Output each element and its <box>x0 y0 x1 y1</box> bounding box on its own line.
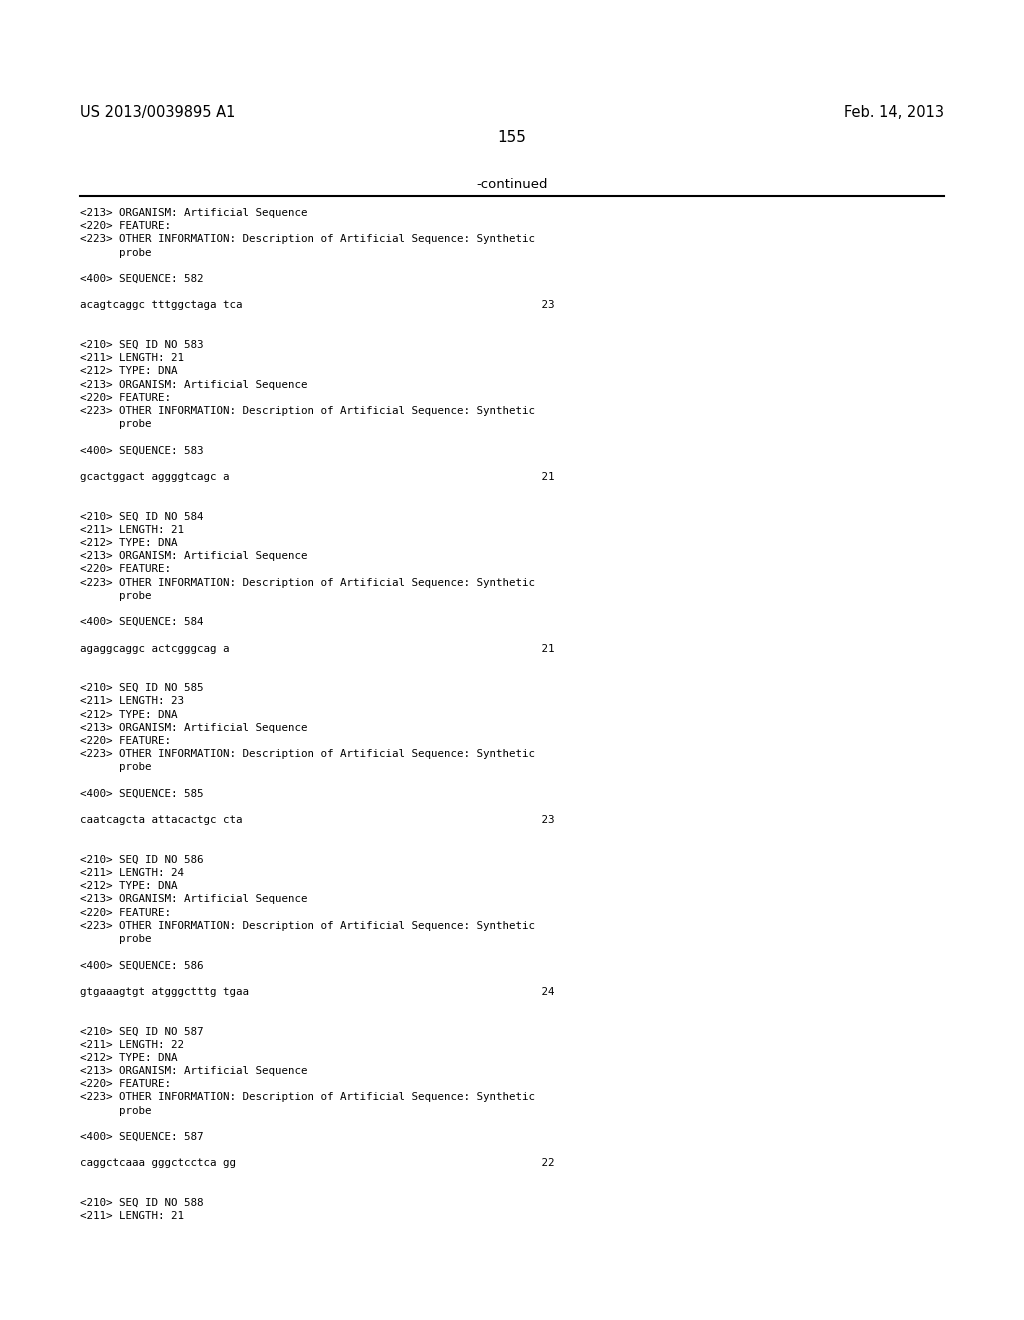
Text: probe: probe <box>80 935 152 944</box>
Text: <211> LENGTH: 21: <211> LENGTH: 21 <box>80 525 184 535</box>
Text: gcactggact aggggtcagc a                                                21: gcactggact aggggtcagc a 21 <box>80 473 555 482</box>
Text: <400> SEQUENCE: 585: <400> SEQUENCE: 585 <box>80 789 204 799</box>
Text: <220> FEATURE:: <220> FEATURE: <box>80 1080 171 1089</box>
Text: <223> OTHER INFORMATION: Description of Artificial Sequence: Synthetic: <223> OTHER INFORMATION: Description of … <box>80 578 535 587</box>
Text: <400> SEQUENCE: 586: <400> SEQUENCE: 586 <box>80 961 204 970</box>
Text: <223> OTHER INFORMATION: Description of Artificial Sequence: Synthetic: <223> OTHER INFORMATION: Description of … <box>80 235 535 244</box>
Text: US 2013/0039895 A1: US 2013/0039895 A1 <box>80 106 236 120</box>
Text: <220> FEATURE:: <220> FEATURE: <box>80 565 171 574</box>
Text: <213> ORGANISM: Artificial Sequence: <213> ORGANISM: Artificial Sequence <box>80 723 307 733</box>
Text: gtgaaagtgt atgggctttg tgaa                                             24: gtgaaagtgt atgggctttg tgaa 24 <box>80 987 555 997</box>
Text: <213> ORGANISM: Artificial Sequence: <213> ORGANISM: Artificial Sequence <box>80 552 307 561</box>
Text: <212> TYPE: DNA: <212> TYPE: DNA <box>80 882 177 891</box>
Text: <211> LENGTH: 24: <211> LENGTH: 24 <box>80 869 184 878</box>
Text: <223> OTHER INFORMATION: Description of Artificial Sequence: Synthetic: <223> OTHER INFORMATION: Description of … <box>80 1093 535 1102</box>
Text: <210> SEQ ID NO 587: <210> SEQ ID NO 587 <box>80 1027 204 1036</box>
Text: <400> SEQUENCE: 587: <400> SEQUENCE: 587 <box>80 1133 204 1142</box>
Text: <213> ORGANISM: Artificial Sequence: <213> ORGANISM: Artificial Sequence <box>80 209 307 218</box>
Text: probe: probe <box>80 248 152 257</box>
Text: Feb. 14, 2013: Feb. 14, 2013 <box>844 106 944 120</box>
Text: <220> FEATURE:: <220> FEATURE: <box>80 908 171 917</box>
Text: <223> OTHER INFORMATION: Description of Artificial Sequence: Synthetic: <223> OTHER INFORMATION: Description of … <box>80 407 535 416</box>
Text: <211> LENGTH: 21: <211> LENGTH: 21 <box>80 1212 184 1221</box>
Text: -continued: -continued <box>476 178 548 191</box>
Text: <220> FEATURE:: <220> FEATURE: <box>80 222 171 231</box>
Text: probe: probe <box>80 591 152 601</box>
Text: <400> SEQUENCE: 584: <400> SEQUENCE: 584 <box>80 618 204 627</box>
Text: <212> TYPE: DNA: <212> TYPE: DNA <box>80 367 177 376</box>
Text: <212> TYPE: DNA: <212> TYPE: DNA <box>80 1053 177 1063</box>
Text: <400> SEQUENCE: 582: <400> SEQUENCE: 582 <box>80 275 204 284</box>
Text: <211> LENGTH: 21: <211> LENGTH: 21 <box>80 354 184 363</box>
Text: <210> SEQ ID NO 585: <210> SEQ ID NO 585 <box>80 684 204 693</box>
Text: caatcagcta attacactgc cta                                              23: caatcagcta attacactgc cta 23 <box>80 816 555 825</box>
Text: probe: probe <box>80 763 152 772</box>
Text: <212> TYPE: DNA: <212> TYPE: DNA <box>80 539 177 548</box>
Text: <213> ORGANISM: Artificial Sequence: <213> ORGANISM: Artificial Sequence <box>80 1067 307 1076</box>
Text: acagtcaggc tttggctaga tca                                              23: acagtcaggc tttggctaga tca 23 <box>80 301 555 310</box>
Text: <213> ORGANISM: Artificial Sequence: <213> ORGANISM: Artificial Sequence <box>80 380 307 389</box>
Text: probe: probe <box>80 420 152 429</box>
Text: <400> SEQUENCE: 583: <400> SEQUENCE: 583 <box>80 446 204 455</box>
Text: <211> LENGTH: 22: <211> LENGTH: 22 <box>80 1040 184 1049</box>
Text: probe: probe <box>80 1106 152 1115</box>
Text: 155: 155 <box>498 129 526 145</box>
Text: agaggcaggc actcgggcag a                                                21: agaggcaggc actcgggcag a 21 <box>80 644 555 653</box>
Text: <210> SEQ ID NO 584: <210> SEQ ID NO 584 <box>80 512 204 521</box>
Text: <220> FEATURE:: <220> FEATURE: <box>80 393 171 403</box>
Text: <211> LENGTH: 23: <211> LENGTH: 23 <box>80 697 184 706</box>
Text: <220> FEATURE:: <220> FEATURE: <box>80 737 171 746</box>
Text: <213> ORGANISM: Artificial Sequence: <213> ORGANISM: Artificial Sequence <box>80 895 307 904</box>
Text: <223> OTHER INFORMATION: Description of Artificial Sequence: Synthetic: <223> OTHER INFORMATION: Description of … <box>80 921 535 931</box>
Text: <210> SEQ ID NO 583: <210> SEQ ID NO 583 <box>80 341 204 350</box>
Text: <210> SEQ ID NO 588: <210> SEQ ID NO 588 <box>80 1199 204 1208</box>
Text: <212> TYPE: DNA: <212> TYPE: DNA <box>80 710 177 719</box>
Text: <210> SEQ ID NO 586: <210> SEQ ID NO 586 <box>80 855 204 865</box>
Text: caggctcaaa gggctcctca gg                                               22: caggctcaaa gggctcctca gg 22 <box>80 1159 555 1168</box>
Text: <223> OTHER INFORMATION: Description of Artificial Sequence: Synthetic: <223> OTHER INFORMATION: Description of … <box>80 750 535 759</box>
